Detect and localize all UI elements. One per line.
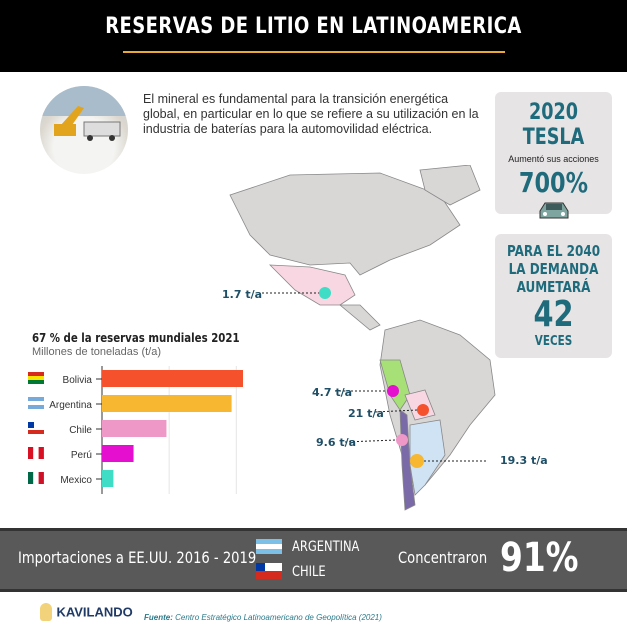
flag-icon <box>28 405 44 409</box>
country-chile: CHILE <box>292 564 326 580</box>
argentina-label: 19.3 t/a <box>500 454 548 467</box>
title-underline <box>123 51 505 53</box>
imports-banner: Importaciones a EE.UU. 2016 - 2019 ARGEN… <box>0 528 627 592</box>
header-bar <box>0 0 627 72</box>
argentina-marker <box>410 454 424 468</box>
americas-map <box>229 165 496 511</box>
source-text: Centro Estratégico Latinoamericano de Ge… <box>175 613 382 622</box>
category-label: Chile <box>69 425 92 436</box>
logo-text: KAVILANDO <box>56 604 133 620</box>
bar-bolivia <box>102 370 243 387</box>
flag-icon <box>28 430 44 434</box>
tesla-card: 2020 TESLA Aumentó sus acciones 700% <box>495 92 612 219</box>
flag-icon <box>33 447 39 459</box>
imports-value: 91% <box>500 535 579 581</box>
source-label: Fuente: <box>144 613 173 622</box>
bar-perú <box>102 445 134 462</box>
mexico-shape <box>268 264 356 306</box>
peru-marker <box>387 385 399 397</box>
demand-card: PARA EL 2040 LA DEMANDA AUMETARÁ 42 VECE… <box>495 234 612 358</box>
flag-icon <box>28 376 44 380</box>
excavator-photo <box>40 86 128 174</box>
car-icon <box>539 202 568 219</box>
flag-icon <box>28 447 34 459</box>
peru-label: 4.7 t/a <box>312 386 353 399</box>
chart-subtitle: Millones de toneladas (t/a) <box>32 346 162 358</box>
flag-icon <box>28 372 44 376</box>
flag-icon <box>28 422 34 428</box>
mexico-label: 1.7 t/a <box>222 288 263 301</box>
central-america <box>338 304 381 331</box>
flag-icon <box>28 380 44 384</box>
flag-icon <box>33 472 39 484</box>
category-label: Mexico <box>60 475 92 486</box>
flag-icon <box>28 397 44 401</box>
flag-icon <box>28 422 44 426</box>
flag-icon <box>28 401 44 405</box>
bolivia-marker <box>417 404 429 416</box>
mexico-marker <box>319 287 331 299</box>
flag-icon <box>28 472 34 484</box>
intro-text: El mineral es fundamental para la transi… <box>143 92 479 136</box>
page-title: RESERVAS DE LITIO EN LATINOAMERICA <box>105 14 522 39</box>
tesla-subtitle: Aumentó sus acciones <box>508 154 599 164</box>
demand-line2: LA DEMANDA <box>508 260 599 278</box>
chile-marker <box>396 434 408 446</box>
demand-line3: AUMETARÁ <box>516 278 591 296</box>
flags-icon <box>256 539 282 579</box>
flag-icon <box>28 426 44 430</box>
bolivia-label: 21 t/a <box>348 407 384 420</box>
north-america <box>229 172 461 276</box>
concentrated-label: Concentraron <box>398 548 488 567</box>
kavilando-logo: KAVILANDO <box>40 603 133 621</box>
demand-value: 42 <box>533 294 574 335</box>
country-argentina: ARGENTINA <box>292 539 360 555</box>
tesla-value: 700% <box>518 166 589 199</box>
chart-title: 67 % de la reservas mundiales 2021 <box>32 331 240 345</box>
chile-label: 9.6 t/a <box>316 436 357 449</box>
category-label: Bolivia <box>63 375 93 386</box>
bar-mexico <box>102 470 114 487</box>
flag-icon <box>38 447 44 459</box>
imports-label: Importaciones a EE.UU. 2016 - 2019 <box>18 548 257 567</box>
category-label: Perú <box>71 450 92 461</box>
demand-line1: PARA EL 2040 <box>506 242 601 260</box>
greenland <box>419 165 481 206</box>
bar-chile <box>102 420 167 437</box>
flag-icon <box>38 472 44 484</box>
bar-chart: Bolivia Argentina Chile Perú Mexico <box>28 366 243 494</box>
tesla-title: 2020 TESLA <box>522 100 585 150</box>
demand-unit: VECES <box>534 334 573 349</box>
bar-argentina <box>102 395 232 412</box>
category-label: Argentina <box>49 400 92 411</box>
